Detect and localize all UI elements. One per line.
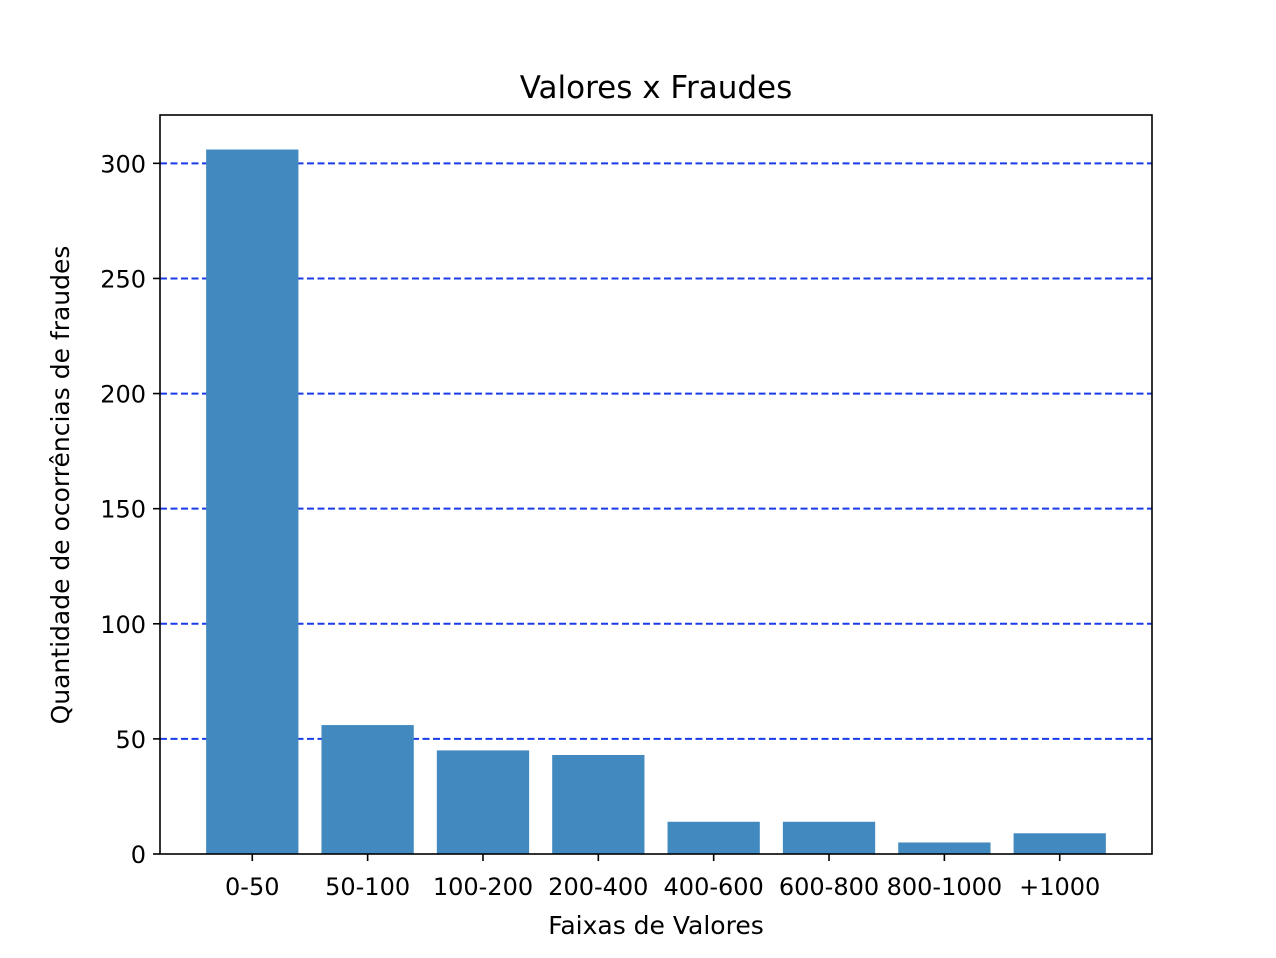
x-tick-label-0-50: 0-50 xyxy=(225,873,279,901)
x-axis-label: Faixas de Valores xyxy=(548,911,764,940)
x-tick-label-800-1000: 800-1000 xyxy=(887,873,1003,901)
x-tick-label-100-200: 100-200 xyxy=(433,873,533,901)
x-tick-label-200-400: 200-400 xyxy=(548,873,648,901)
bars xyxy=(206,149,1106,854)
bar-200-400 xyxy=(552,755,645,854)
bar-600-800 xyxy=(782,821,876,854)
y-tick-label-0: 0 xyxy=(131,841,146,869)
y-axis-label: Quantidade de ocorrências de fraudes xyxy=(46,246,75,725)
x-tick-label-600-800: 600-800 xyxy=(779,873,879,901)
y-tick-label-100: 100 xyxy=(100,611,146,639)
y-tick-label-300: 300 xyxy=(100,150,146,178)
bar-100-200 xyxy=(436,750,530,854)
y-axis-ticks: 0 50 100 150 200 250 300 xyxy=(100,150,160,869)
y-tick-label-50: 50 xyxy=(115,726,146,754)
plot-area xyxy=(160,115,1152,854)
bar-50-100 xyxy=(321,725,414,854)
x-tick-label-50-100: 50-100 xyxy=(325,873,410,901)
x-axis-ticks: 0-50 50-100 100-200 200-400 400-600 600-800 80… xyxy=(225,854,1100,901)
grid-lines xyxy=(160,162,1152,740)
y-tick-label-150: 150 xyxy=(100,496,146,524)
y-tick-label-250: 250 xyxy=(100,265,146,293)
bar-400-600 xyxy=(667,821,760,854)
y-tick-label-200: 200 xyxy=(100,381,146,409)
chart-title: Valores x Fraudes xyxy=(520,70,793,106)
bar-800-1000 xyxy=(898,842,991,854)
bar-0-50 xyxy=(206,149,299,854)
x-tick-label-+1000: +1000 xyxy=(1019,873,1100,901)
x-tick-label-400-600: 400-600 xyxy=(664,873,764,901)
plot-frame xyxy=(159,114,1153,855)
bar-+1000 xyxy=(1013,833,1106,854)
